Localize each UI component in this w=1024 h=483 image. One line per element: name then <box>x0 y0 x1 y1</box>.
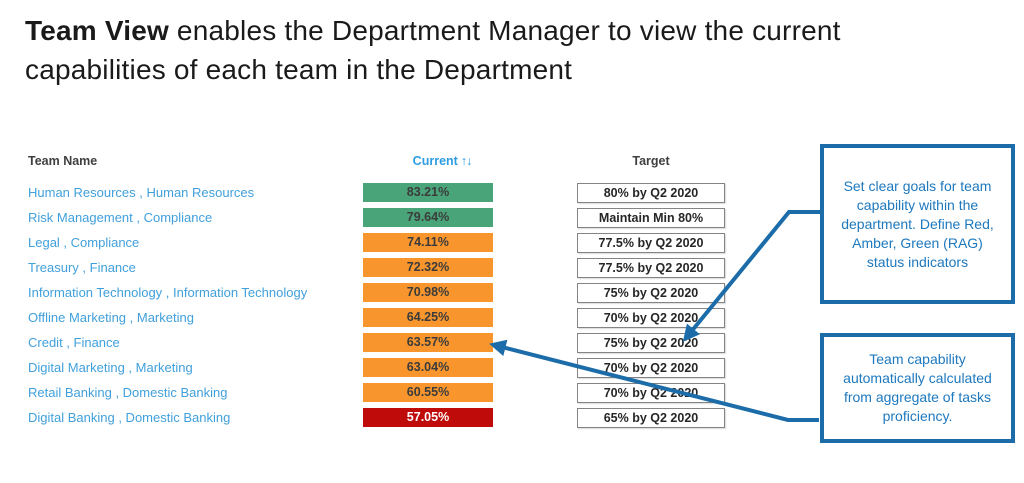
callout-box-auto-calculated: Team capability automatically calculated… <box>820 333 1015 443</box>
target-box[interactable]: 75% by Q2 2020 <box>577 283 725 303</box>
capability-bar: 63.57% <box>363 333 493 352</box>
capability-bar: 83.21% <box>363 183 493 202</box>
target-box[interactable]: 77.5% by Q2 2020 <box>577 233 725 253</box>
target-box[interactable]: 75% by Q2 2020 <box>577 333 725 353</box>
column-header-target: Target <box>632 154 670 168</box>
target-box[interactable]: 70% by Q2 2020 <box>577 358 725 378</box>
capability-bar: 63.04% <box>363 358 493 377</box>
capability-bar: 74.11% <box>363 233 493 252</box>
table-row: Offline Marketing , Marketing 64.25% 70%… <box>0 308 1024 328</box>
column-header-team-name: Team Name <box>28 154 98 168</box>
callout-text: Set clear goals for team capability with… <box>841 177 994 270</box>
team-name-link[interactable]: Treasury , Finance <box>28 260 136 275</box>
capability-bar: 64.25% <box>363 308 493 327</box>
team-name-link[interactable]: Risk Management , Compliance <box>28 210 213 225</box>
target-box[interactable]: 65% by Q2 2020 <box>577 408 725 428</box>
column-header-current-label: Current <box>412 154 458 168</box>
page-title: Team View enables the Department Manager… <box>25 11 975 89</box>
target-box[interactable]: 77.5% by Q2 2020 <box>577 258 725 278</box>
team-name-link[interactable]: Credit , Finance <box>28 335 120 350</box>
column-header-current-sort[interactable]: Current ↑↓ <box>377 154 507 170</box>
table-row: Legal , Compliance 74.11% 77.5% by Q2 20… <box>0 233 1024 253</box>
page-title-rest: enables the Department Manager to view t… <box>25 15 841 85</box>
target-box[interactable]: 80% by Q2 2020 <box>577 183 725 203</box>
sort-arrows-icon[interactable]: ↑↓ <box>460 154 472 168</box>
team-name-link[interactable]: Retail Banking , Domestic Banking <box>28 385 228 400</box>
page-title-bold: Team View <box>25 15 169 46</box>
team-name-link[interactable]: Human Resources , Human Resources <box>28 185 255 200</box>
team-name-link[interactable]: Digital Banking , Domestic Banking <box>28 410 231 425</box>
capability-bar: 72.32% <box>363 258 493 277</box>
capability-bar: 70.98% <box>363 283 493 302</box>
capability-bar: 79.64% <box>363 208 493 227</box>
capability-bar: 60.55% <box>363 383 493 402</box>
team-name-link[interactable]: Information Technology , Information Tec… <box>28 285 308 300</box>
team-name-link[interactable]: Offline Marketing , Marketing <box>28 310 194 325</box>
callout-text: Team capability automatically calculated… <box>843 351 992 424</box>
target-box[interactable]: 70% by Q2 2020 <box>577 383 725 403</box>
team-name-link[interactable]: Digital Marketing , Marketing <box>28 360 193 375</box>
target-box[interactable]: Maintain Min 80% <box>577 208 725 228</box>
target-box[interactable]: 70% by Q2 2020 <box>577 308 725 328</box>
capability-bar: 57.05% <box>363 408 493 427</box>
team-name-link[interactable]: Legal , Compliance <box>28 235 140 250</box>
table-row: Human Resources , Human Resources 83.21%… <box>0 183 1024 203</box>
callout-box-rag-goals: Set clear goals for team capability with… <box>820 144 1015 304</box>
